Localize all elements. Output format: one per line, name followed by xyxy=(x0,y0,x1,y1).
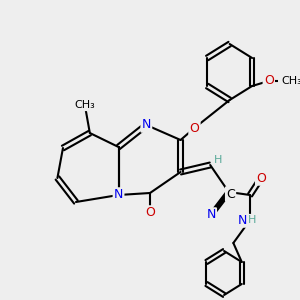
Text: O: O xyxy=(264,74,274,88)
Text: H: H xyxy=(213,155,222,165)
Text: N: N xyxy=(206,208,216,221)
Text: CH₃: CH₃ xyxy=(75,100,96,110)
Text: N: N xyxy=(238,214,247,226)
Text: CH₃: CH₃ xyxy=(282,76,300,86)
Text: H: H xyxy=(248,215,256,225)
Text: O: O xyxy=(190,122,200,134)
Text: C: C xyxy=(226,188,235,200)
Text: O: O xyxy=(256,172,266,184)
Text: O: O xyxy=(145,206,155,220)
Text: N: N xyxy=(142,118,151,131)
Text: N: N xyxy=(114,188,123,202)
